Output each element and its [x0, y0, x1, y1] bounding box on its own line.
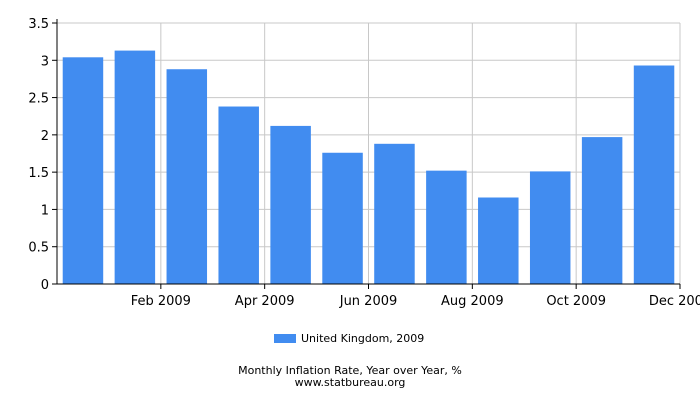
bar-chart: 0 0.5 1 1.5 2 2.5 3 3.5 Feb 2009 Apr 2009 Jun 2009… — [28, 17, 700, 309]
x-tick-label: Dec 2009 — [649, 294, 700, 309]
bar — [374, 143, 415, 284]
bar — [322, 152, 363, 284]
legend: United Kingdom, 2009 — [274, 332, 424, 345]
bar — [529, 171, 571, 284]
x-tick-label: Aug 2009 — [441, 294, 504, 309]
bar — [166, 69, 208, 284]
source-url: www.statbureau.org — [294, 376, 406, 389]
legend-label: United Kingdom, 2009 — [301, 332, 425, 345]
y-tick-label: 3 — [41, 54, 49, 69]
x-tick-label: Feb 2009 — [131, 294, 191, 309]
legend-swatch — [274, 334, 296, 343]
x-tick-label: Apr 2009 — [235, 294, 295, 309]
y-tick-label: 1.5 — [28, 166, 49, 181]
bar — [633, 65, 675, 285]
bar — [270, 125, 311, 284]
bar — [62, 57, 104, 284]
y-tick-label: 0 — [41, 278, 49, 293]
y-tick-label: 3.5 — [28, 17, 49, 32]
x-tick-label: Jun 2009 — [339, 294, 398, 309]
bar — [114, 50, 156, 284]
y-tick-label: 1 — [41, 203, 49, 218]
bar — [218, 106, 259, 285]
bar — [426, 170, 467, 284]
y-tick-label: 0.5 — [28, 241, 49, 256]
bar — [581, 137, 623, 284]
chart-title: Monthly Inflation Rate, Year over Year, … — [238, 364, 462, 377]
y-tick-label: 2 — [41, 129, 49, 144]
y-tick-label: 2.5 — [28, 92, 49, 107]
x-tick-label: Oct 2009 — [546, 294, 606, 309]
bar — [478, 197, 519, 284]
